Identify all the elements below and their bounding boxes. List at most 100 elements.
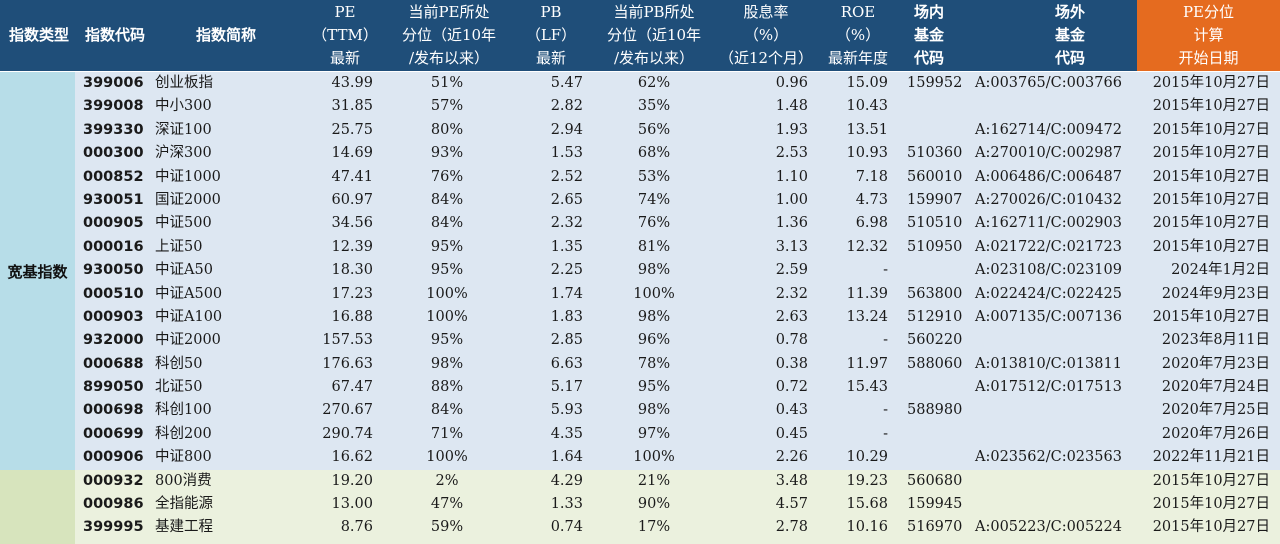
- index-code: 399008: [83, 98, 144, 115]
- pb-percentile: 100%: [633, 449, 675, 466]
- offmarket-fund-code: A:023562/C:023563: [975, 449, 1122, 466]
- pb-percentile: 62%: [637, 75, 671, 91]
- dividend-yield: 3.13: [775, 238, 808, 255]
- dividend-yield: 0.96: [775, 75, 808, 91]
- onmarket-fund-code: 159952: [907, 75, 963, 91]
- table-row: 930050 中证A50 18.30 95% 2.25 98% 2.59 - A:023108/…: [0, 259, 1280, 282]
- dividend-yield: 0.38: [775, 355, 808, 372]
- group-label-broad: 宽基指数: [0, 72, 75, 470]
- pe-percentile: 95%: [430, 238, 464, 255]
- pe-start-date: 2023年8月11日: [1161, 332, 1270, 349]
- pb-value: 2.32: [550, 215, 583, 232]
- onmarket-fund-code: 510950: [907, 238, 963, 255]
- roe-value: 19.23: [846, 472, 888, 489]
- pe-value: 60.97: [331, 191, 373, 208]
- pb-percentile: 78%: [637, 355, 671, 372]
- header-roe: ROE （%） 最新年度: [827, 3, 888, 67]
- onmarket-fund-code: 560680: [907, 472, 963, 489]
- offmarket-fund-code: A:006486/C:006487: [975, 168, 1122, 185]
- pe-value: 67.47: [331, 379, 373, 396]
- index-name: 中证A500: [155, 285, 223, 302]
- pe-percentile: 84%: [430, 191, 464, 208]
- pb-percentile: 95%: [637, 379, 671, 396]
- pe-start-date: 2015年10月27日: [1152, 215, 1270, 232]
- dividend-yield: 1.36: [775, 215, 808, 232]
- header-index-type: 指数类型: [8, 26, 69, 44]
- index-code: 000852: [83, 168, 144, 185]
- pb-percentile: 21%: [637, 472, 671, 489]
- dividend-yield: 2.59: [775, 262, 808, 279]
- table-row: 399330 深证100 25.75 80% 2.94 56% 1.93 13.51 A:162…: [0, 119, 1280, 142]
- pe-value: 13.00: [331, 496, 373, 513]
- table-body: 399006 创业板指 43.99 51% 5.47 62% 0.96 15.09 159952…: [0, 72, 1280, 540]
- pb-value: 1.74: [550, 285, 583, 302]
- index-name: 800消费: [155, 472, 212, 489]
- index-code: 932000: [83, 332, 144, 349]
- index-code: 399330: [83, 121, 144, 138]
- offmarket-fund-code: A:005223/C:005224: [975, 519, 1122, 536]
- pb-value: 2.94: [550, 121, 583, 138]
- onmarket-fund-code: 588060: [907, 355, 963, 372]
- table-row: 000852 中证1000 47.41 76% 2.52 53% 1.10 7.18 56001…: [0, 166, 1280, 189]
- header-dividend-yield: 股息率 （%） （近12个月）: [718, 3, 814, 67]
- onmarket-fund-code: 510360: [907, 145, 963, 162]
- pe-value: 270.67: [322, 402, 373, 419]
- roe-value: -: [883, 402, 888, 419]
- pb-value: 1.83: [550, 308, 583, 325]
- index-name: 中小300: [155, 98, 212, 115]
- index-name: 北证50: [155, 379, 203, 396]
- index-code: 000986: [83, 496, 144, 513]
- pe-start-date: 2020年7月26日: [1161, 425, 1270, 442]
- pe-percentile: 47%: [430, 496, 464, 513]
- table-row: 000932 800消费 19.20 2% 4.29 21% 3.48 19.23 560680…: [0, 470, 1280, 493]
- pe-value: 290.74: [322, 425, 373, 442]
- offmarket-fund-code: A:270010/C:002987: [975, 145, 1122, 162]
- index-name: 中证500: [155, 215, 212, 232]
- offmarket-fund-code: A:007135/C:007136: [975, 308, 1122, 325]
- pb-value: 1.64: [550, 449, 583, 466]
- pb-percentile: 76%: [637, 215, 671, 232]
- pe-start-date: 2015年10月27日: [1152, 121, 1270, 138]
- index-name: 创业板指: [155, 75, 213, 91]
- offmarket-fund-code: A:270026/C:010432: [975, 191, 1122, 208]
- pb-percentile: 68%: [637, 145, 671, 162]
- header-index-name: 指数简称: [195, 26, 256, 44]
- pe-value: 19.20: [331, 472, 373, 489]
- offmarket-fund-code: A:021722/C:021723: [975, 238, 1122, 255]
- index-code: 000510: [83, 285, 144, 302]
- table-row: 000688 科创50 176.63 98% 6.63 78% 0.38 11.97 58806…: [0, 353, 1280, 376]
- pb-percentile: 98%: [637, 402, 671, 419]
- offmarket-fund-code: A:023108/C:023109: [975, 262, 1122, 279]
- pb-value: 2.52: [550, 168, 583, 185]
- onmarket-fund-code: 560220: [907, 332, 963, 349]
- pb-percentile: 98%: [637, 262, 671, 279]
- offmarket-fund-code: A:022424/C:022425: [975, 285, 1122, 302]
- index-code: 399006: [83, 75, 144, 91]
- pe-percentile: 71%: [430, 425, 464, 442]
- index-name: 中证800: [155, 449, 212, 466]
- pe-start-date: 2015年10月27日: [1152, 191, 1270, 208]
- pe-percentile: 88%: [430, 379, 464, 396]
- pb-value: 4.29: [550, 472, 583, 489]
- pe-value: 34.56: [331, 215, 373, 232]
- pe-value: 25.75: [331, 121, 373, 138]
- offmarket-fund-code: A:162714/C:009472: [975, 121, 1122, 138]
- dividend-yield: 3.48: [775, 472, 808, 489]
- roe-value: 6.98: [855, 215, 888, 232]
- roe-value: 10.93: [846, 145, 888, 162]
- index-code: 899050: [83, 379, 144, 396]
- table-row: 000698 科创100 270.67 84% 5.93 98% 0.43 - 588980 20…: [0, 399, 1280, 422]
- roe-value: 15.68: [846, 496, 888, 513]
- roe-value: -: [883, 332, 888, 349]
- offmarket-fund-code: A:003765/C:003766: [975, 75, 1122, 91]
- index-name: 全指能源: [155, 496, 213, 513]
- onmarket-fund-code: 516970: [907, 519, 963, 536]
- index-name: 沪深300: [155, 145, 212, 162]
- header-pb-percentile: 当前PB所处 分位（近10年/发布以来）: [606, 3, 702, 67]
- header-pe-percentile: 当前PE所处 分位（近10年/发布以来）: [401, 3, 497, 67]
- offmarket-fund-code: A:017512/C:017513: [975, 379, 1122, 396]
- header-pe: PE （TTM） 最新: [312, 3, 378, 67]
- table-header: 指数类型 指数代码 指数简称 PE （TTM） 最新 当前PE所处 分位（近10年/发…: [0, 0, 1280, 71]
- pe-value: 16.62: [331, 449, 373, 466]
- header-onmarket-fund: 场内 基金 代码: [913, 3, 944, 67]
